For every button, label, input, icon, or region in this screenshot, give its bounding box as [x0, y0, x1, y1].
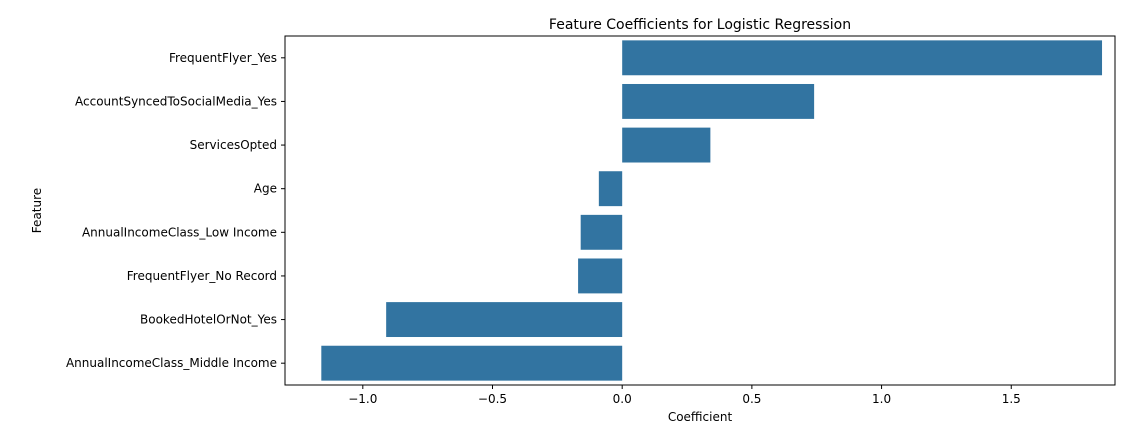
bar — [578, 258, 623, 294]
y-tick-label: AnnualIncomeClass_Low Income — [82, 225, 277, 239]
x-tick-label: −1.0 — [348, 392, 377, 406]
bars-group — [321, 40, 1103, 381]
x-tick-label: 0.0 — [613, 392, 632, 406]
y-tick-label: BookedHotelOrNot_Yes — [140, 313, 277, 327]
x-axis-label: Coefficient — [668, 410, 733, 424]
bar — [622, 40, 1103, 76]
y-axis-label: Feature — [30, 188, 44, 233]
x-axis: −1.0 −0.5 0.0 0.5 1.0 1.5 — [348, 385, 1021, 406]
y-tick-label: FrequentFlyer_No Record — [127, 269, 277, 283]
y-tick-label: ServicesOpted — [190, 138, 277, 152]
bar — [598, 171, 623, 207]
y-axis: FrequentFlyer_Yes AccountSyncedToSocialMe… — [66, 51, 285, 370]
bar — [386, 302, 623, 338]
bar — [580, 214, 623, 250]
x-tick-label: 0.5 — [742, 392, 761, 406]
bar — [321, 345, 623, 381]
x-tick-label: −0.5 — [478, 392, 507, 406]
y-tick-label: Age — [254, 182, 277, 196]
bar — [622, 127, 711, 163]
y-tick-label: FrequentFlyer_Yes — [169, 51, 277, 65]
chart-title: Feature Coefficients for Logistic Regres… — [549, 17, 851, 33]
x-tick-label: 1.5 — [1002, 392, 1021, 406]
bar — [622, 83, 815, 119]
y-tick-label: AccountSyncedToSocialMedia_Yes — [75, 94, 277, 108]
plot-frame — [284, 35, 1116, 386]
x-tick-label: 1.0 — [872, 392, 891, 406]
y-tick-label: AnnualIncomeClass_Middle Income — [66, 356, 277, 370]
